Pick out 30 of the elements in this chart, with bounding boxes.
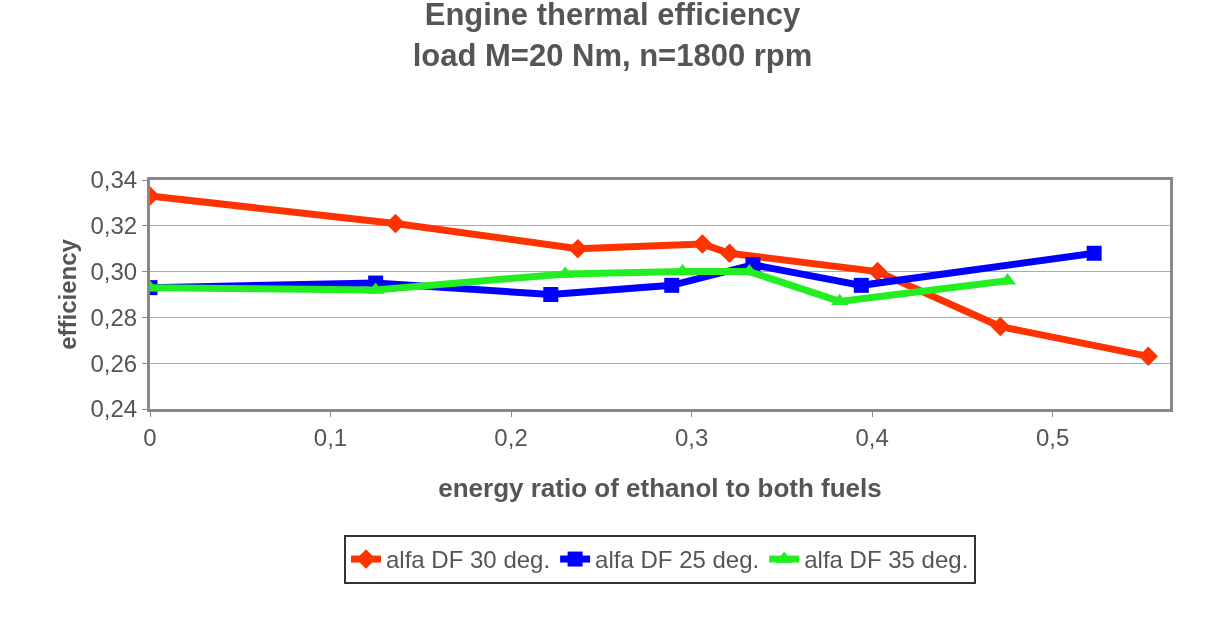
y-tick-label: 0,26: [90, 349, 138, 377]
point: [853, 277, 869, 293]
chart-title: Engine thermal efficiency: [424, 0, 802, 33]
y-tick-label: 0,34: [90, 166, 138, 194]
point: [568, 238, 588, 259]
legend-label: alfa DF 35 deg.: [804, 546, 969, 574]
legend-label: alfa DF 30 deg.: [386, 546, 551, 574]
legend-label: alfa DF 25 deg.: [595, 546, 760, 574]
x-tick-label: 0,3: [674, 423, 709, 451]
y-tick-label: 0,30: [90, 258, 138, 285]
x-tick-label: 0,1: [313, 423, 348, 451]
x-tick-label: 0,2: [494, 423, 528, 451]
x-axis-title: energy ratio of ethanol to both fuels: [438, 473, 882, 504]
point: [692, 234, 713, 254]
point: [385, 213, 406, 234]
y-tick-label: 0,32: [90, 212, 138, 240]
point: [543, 287, 559, 302]
point: [1086, 245, 1102, 261]
point: [990, 316, 1011, 337]
point: [1138, 346, 1159, 367]
y-tick-label: 0,24: [90, 395, 138, 423]
x-tick-label: 0,5: [1035, 423, 1070, 451]
chart-subtitle: load M=20 Nm, n=1800 rpm: [412, 37, 813, 73]
point: [664, 277, 680, 293]
x-tick-label: 0: [143, 423, 157, 451]
x-tick-label: 0,4: [855, 423, 889, 451]
y-tick-label: 0,28: [90, 303, 138, 331]
point: [719, 243, 740, 264]
point: [867, 261, 888, 282]
y-axis-title: efficiency: [53, 238, 81, 350]
